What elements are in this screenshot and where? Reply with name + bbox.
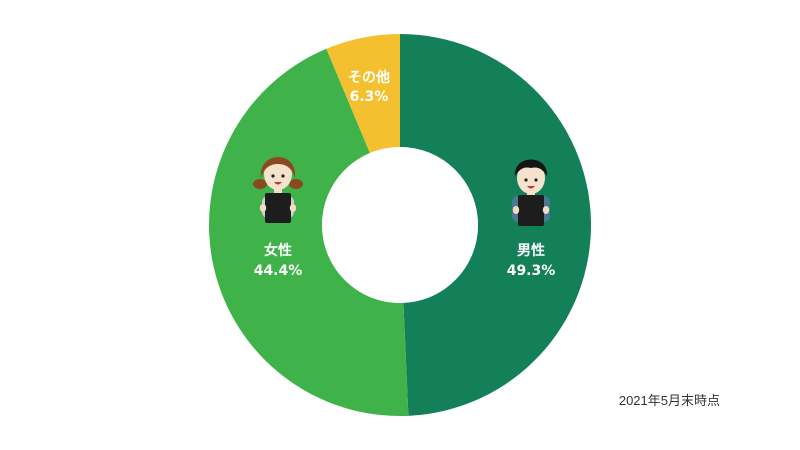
label-female-value: 44.4% (254, 263, 303, 279)
boy-holding-tablet-icon (512, 159, 550, 226)
slice-male (400, 34, 592, 416)
label-other-value: 6.3% (350, 89, 389, 105)
slices (209, 34, 592, 416)
label-male-name: 男性 (517, 242, 545, 259)
slice-female (209, 48, 409, 416)
donut-hole (322, 147, 478, 303)
slice-other (326, 34, 400, 154)
girl-holding-tablet-icon (253, 157, 303, 223)
label-other-name: その他 (348, 69, 390, 86)
date-note: 2021年5月末時点 (618, 393, 720, 408)
label-male-value: 49.3% (507, 263, 556, 279)
label-female-name: 女性 (264, 242, 292, 259)
